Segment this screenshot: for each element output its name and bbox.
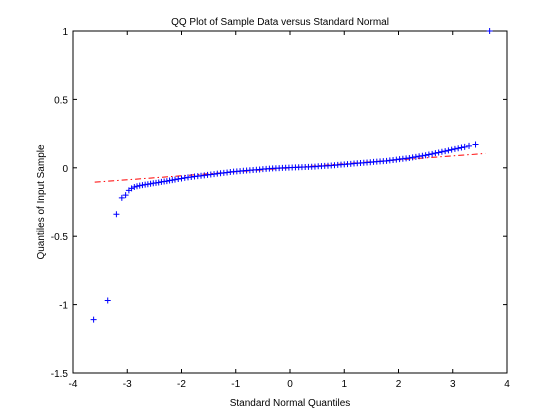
x-tick-label: 0 [287, 379, 293, 390]
x-tick-label: -1 [231, 379, 240, 390]
axes-box [73, 31, 507, 373]
y-tick-label: -1.5 [51, 369, 69, 380]
x-tick-label: 1 [341, 379, 347, 390]
y-axis-title: Quantiles of Input Sample [36, 144, 47, 260]
y-tick-label: -0.5 [51, 232, 69, 243]
x-tick-label: -2 [177, 379, 186, 390]
y-tick-label: 1 [62, 27, 68, 38]
x-axis-title: Standard Normal Quantiles [230, 398, 351, 409]
x-tick-label: 3 [450, 379, 456, 390]
x-tick-label: -4 [69, 379, 78, 390]
y-tick-label: 0 [62, 164, 68, 175]
y-tick-label: -1 [59, 301, 68, 312]
x-tick-label: 4 [504, 379, 510, 390]
y-tick-label: 0.5 [54, 95, 68, 106]
x-tick-label: -3 [123, 379, 132, 390]
chart-title: QQ Plot of Sample Data versus Standard N… [171, 17, 389, 28]
x-tick-label: 2 [396, 379, 402, 390]
